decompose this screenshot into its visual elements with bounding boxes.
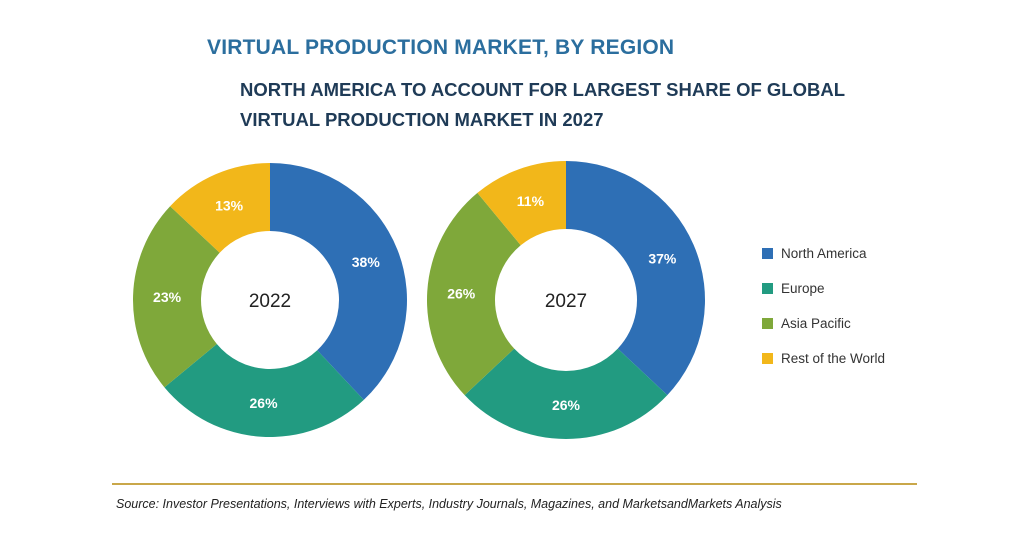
legend-swatch: [762, 247, 773, 259]
donut-slice-europe: [464, 348, 668, 439]
donut-slice-asia-pacific: [426, 192, 521, 396]
data-label-north-america: 37%: [648, 250, 677, 266]
legend-label: Asia Pacific: [781, 315, 851, 331]
donut-center-label: 2027: [545, 291, 587, 312]
divider-line: [112, 483, 917, 485]
donut-center-label: 2022: [249, 291, 291, 312]
data-label-europe: 26%: [552, 397, 581, 413]
data-label-north-america: 38%: [352, 254, 381, 270]
data-label-rest-of-the-world: 13%: [215, 197, 244, 213]
legend-swatch: [762, 282, 773, 294]
legend-label: North America: [781, 245, 867, 261]
donut-slice-asia-pacific: [133, 206, 220, 388]
donut-slice-europe: [164, 343, 364, 437]
legend-item-rest-of-the-world: Rest of the World: [762, 349, 885, 367]
data-label-asia-pacific: 23%: [153, 289, 182, 305]
legend-item-asia-pacific: Asia Pacific: [762, 314, 885, 332]
donut-slice-north-america: [270, 163, 407, 400]
chart-title: VIRTUAL PRODUCTION MARKET, BY REGION: [207, 36, 675, 59]
donut-chart-2022: 38% 26% 23% 13% 2022: [133, 163, 407, 437]
donut-chart-2027: 37% 26% 26% 11% 2027: [426, 161, 705, 439]
legend-swatch: [762, 317, 773, 329]
donut-slice-rest-of-the-world: [477, 161, 566, 246]
legend-label: Europe: [781, 280, 825, 296]
legend-item-north-america: North America: [762, 244, 885, 262]
donut-slice-rest-of-the-world: [170, 163, 270, 253]
data-label-europe: 26%: [250, 395, 279, 411]
legend-swatch: [762, 352, 773, 364]
data-label-rest-of-the-world: 11%: [517, 193, 545, 209]
donut-slice-north-america: [566, 161, 705, 396]
source-note: Source: Investor Presentations, Intervie…: [116, 497, 782, 511]
legend-label: Rest of the World: [781, 350, 886, 366]
legend: North America Europe Asia Pacific Rest o…: [762, 244, 885, 367]
data-label-asia-pacific: 26%: [447, 285, 476, 301]
legend-item-europe: Europe: [762, 279, 885, 297]
chart-subtitle: NORTH AMERICA TO ACCOUNT FOR LARGEST SHA…: [240, 79, 845, 130]
